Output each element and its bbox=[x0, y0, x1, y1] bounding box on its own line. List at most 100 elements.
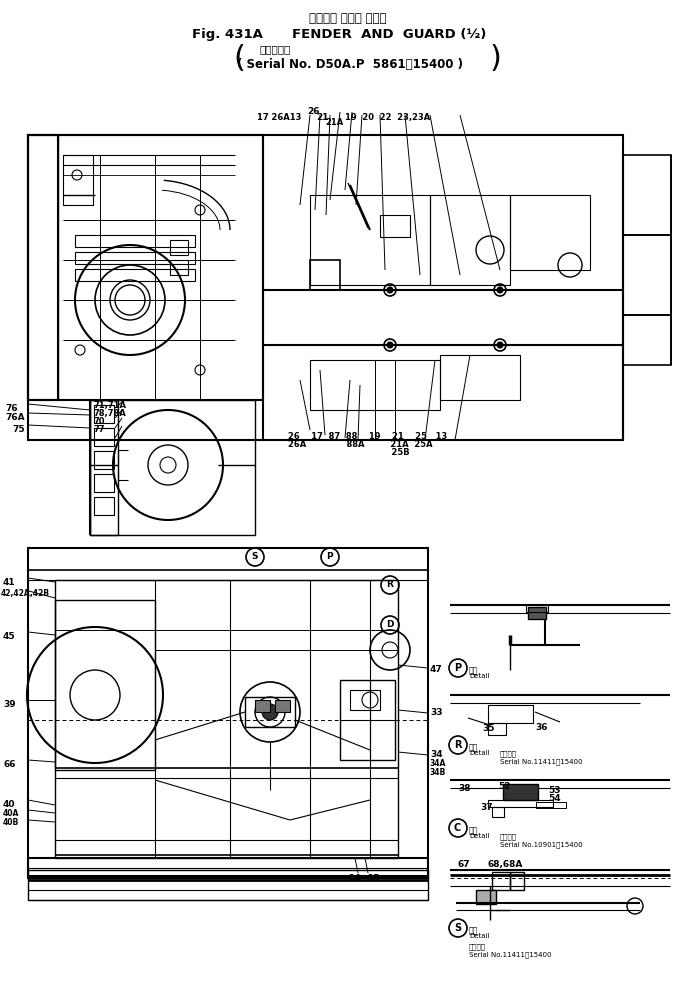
Bar bbox=[90, 400, 255, 535]
Bar bbox=[528, 607, 546, 619]
Text: 52: 52 bbox=[498, 782, 511, 791]
Bar bbox=[170, 240, 188, 255]
Text: 33: 33 bbox=[430, 708, 443, 717]
Bar bbox=[430, 195, 510, 285]
Bar bbox=[55, 600, 155, 770]
Text: 53: 53 bbox=[548, 786, 560, 795]
Text: Serial No.11411～15400: Serial No.11411～15400 bbox=[500, 758, 582, 765]
Text: ): ) bbox=[490, 44, 502, 73]
Bar bbox=[55, 580, 398, 858]
Bar bbox=[536, 802, 566, 808]
Text: P: P bbox=[454, 663, 461, 673]
Text: Detail: Detail bbox=[469, 673, 489, 679]
Bar bbox=[275, 700, 290, 712]
Text: Serial No.11411～15400: Serial No.11411～15400 bbox=[469, 951, 552, 957]
Bar bbox=[28, 135, 623, 440]
Bar bbox=[492, 872, 510, 890]
Bar bbox=[492, 807, 504, 817]
Text: 詳細: 詳細 bbox=[469, 826, 478, 835]
Bar bbox=[623, 155, 671, 235]
Bar bbox=[350, 690, 380, 710]
Circle shape bbox=[497, 287, 503, 293]
Text: S: S bbox=[251, 552, 258, 561]
Bar bbox=[476, 890, 496, 904]
Text: Detail: Detail bbox=[469, 750, 489, 756]
Text: 37: 37 bbox=[480, 803, 493, 812]
Text: フェンダ おょび ガード: フェンダ おょび ガード bbox=[309, 12, 386, 25]
Bar bbox=[28, 870, 428, 900]
Bar bbox=[310, 195, 430, 285]
Bar bbox=[94, 474, 114, 492]
Bar bbox=[75, 235, 195, 247]
Text: Serial No.10901～15400: Serial No.10901～15400 bbox=[500, 841, 582, 847]
Text: 17 26A13: 17 26A13 bbox=[257, 113, 302, 122]
Text: 39: 39 bbox=[3, 700, 15, 709]
Circle shape bbox=[262, 704, 278, 720]
Text: 78,78A: 78,78A bbox=[93, 409, 126, 418]
Bar bbox=[94, 428, 114, 446]
Text: S: S bbox=[454, 923, 461, 933]
Text: FENDER  AND  GUARD (½): FENDER AND GUARD (½) bbox=[292, 28, 486, 41]
Text: 適用号機: 適用号機 bbox=[469, 943, 486, 949]
Bar bbox=[526, 605, 548, 612]
Text: 66: 66 bbox=[3, 760, 15, 769]
Bar bbox=[488, 723, 506, 735]
Text: 42,42A,42B: 42,42A,42B bbox=[1, 589, 50, 598]
Text: D: D bbox=[386, 620, 393, 629]
Bar bbox=[488, 800, 553, 807]
Bar bbox=[510, 872, 524, 890]
Text: 76: 76 bbox=[5, 404, 17, 413]
Bar bbox=[94, 405, 114, 423]
Text: 21A: 21A bbox=[325, 118, 343, 127]
Text: 64  65: 64 65 bbox=[348, 874, 379, 883]
Text: Detail: Detail bbox=[469, 833, 489, 839]
Text: 詳細: 詳細 bbox=[469, 666, 478, 675]
Bar bbox=[440, 355, 520, 400]
Text: 77: 77 bbox=[93, 425, 104, 434]
Text: (: ( bbox=[233, 44, 245, 73]
Text: 75: 75 bbox=[12, 425, 24, 434]
Bar bbox=[75, 269, 195, 281]
Text: 26A              88A         21A  25A: 26A 88A 21A 25A bbox=[288, 440, 432, 449]
Text: 54: 54 bbox=[548, 794, 561, 803]
Text: 38: 38 bbox=[458, 784, 471, 793]
Bar bbox=[488, 705, 533, 723]
Text: 36: 36 bbox=[535, 723, 548, 732]
Circle shape bbox=[387, 342, 393, 348]
Bar bbox=[503, 784, 538, 800]
Bar bbox=[63, 155, 93, 205]
Text: 70: 70 bbox=[93, 417, 104, 426]
Text: 詳細: 詳細 bbox=[469, 926, 478, 935]
Text: R: R bbox=[454, 740, 461, 750]
Text: 35: 35 bbox=[482, 724, 495, 733]
Text: 76A: 76A bbox=[5, 413, 24, 422]
Bar bbox=[94, 497, 114, 515]
Bar bbox=[623, 235, 671, 315]
Bar bbox=[263, 135, 623, 345]
Text: 19  20  22  23,23A: 19 20 22 23,23A bbox=[345, 113, 430, 122]
Text: 40A: 40A bbox=[3, 809, 19, 818]
Text: Detail: Detail bbox=[469, 933, 489, 939]
Text: 45: 45 bbox=[3, 632, 15, 641]
Bar bbox=[90, 400, 118, 535]
Text: 68,68A: 68,68A bbox=[488, 860, 523, 869]
Circle shape bbox=[387, 287, 393, 293]
Text: 26: 26 bbox=[307, 107, 320, 116]
Bar bbox=[263, 345, 623, 440]
Bar bbox=[510, 195, 590, 270]
Text: 40: 40 bbox=[3, 800, 15, 809]
Bar bbox=[28, 548, 428, 878]
Text: 詳細: 詳細 bbox=[469, 743, 478, 752]
Bar bbox=[170, 260, 188, 275]
Bar bbox=[28, 135, 58, 400]
Bar bbox=[94, 451, 114, 469]
Text: 41: 41 bbox=[3, 578, 15, 587]
Bar bbox=[28, 135, 263, 400]
Bar bbox=[310, 360, 440, 410]
Text: P: P bbox=[326, 552, 333, 561]
Text: 適用号機: 適用号機 bbox=[500, 750, 517, 757]
Text: 34A: 34A bbox=[430, 759, 446, 768]
Text: （適用号機: （適用号機 bbox=[260, 44, 291, 54]
Text: ( Serial No. D50A.P  5861～15400 ): ( Serial No. D50A.P 5861～15400 ) bbox=[237, 58, 463, 71]
Text: 67: 67 bbox=[458, 860, 471, 869]
